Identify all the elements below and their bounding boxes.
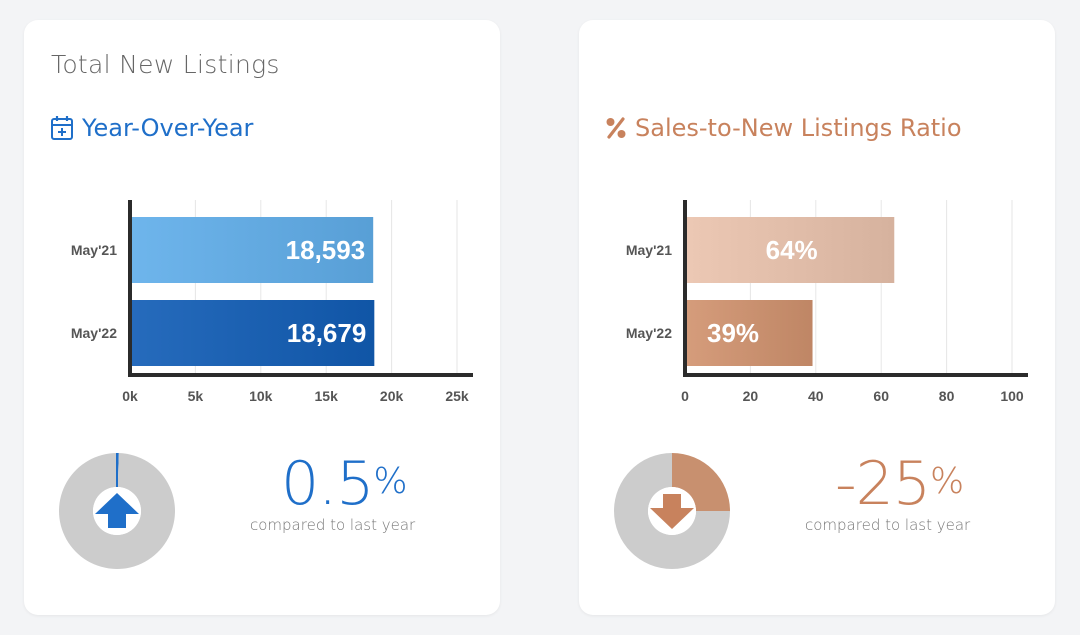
year-over-year-subtitle: Year-Over-Year bbox=[50, 114, 253, 142]
total-new-listings-card: Total New Listings Year-Over-Year May'21… bbox=[24, 20, 500, 615]
percent-icon bbox=[605, 116, 627, 140]
tick-label: 25k bbox=[445, 388, 469, 404]
sales-ratio-bar-chart: May'21 64% May'22 39% 0 20 40 60 80 100 bbox=[626, 200, 1028, 404]
change-number: -25 bbox=[835, 449, 931, 519]
donut-slice bbox=[59, 453, 176, 569]
change-unit: % bbox=[373, 461, 407, 502]
arrow-up-icon bbox=[95, 493, 139, 528]
change-value: 0.5% bbox=[281, 454, 408, 514]
donut-slice bbox=[672, 453, 730, 511]
change-unit: % bbox=[930, 461, 964, 502]
tick-label: 0 bbox=[681, 388, 689, 404]
sales-ratio-subtitle: Sales-to-New Listings Ratio bbox=[605, 114, 962, 142]
category-label: May'22 bbox=[626, 325, 672, 341]
value-label: 39% bbox=[707, 318, 759, 348]
category-label: May'22 bbox=[71, 325, 117, 341]
bar bbox=[687, 217, 895, 283]
tick-label: 15k bbox=[315, 388, 339, 404]
bar bbox=[687, 300, 813, 366]
value-label: 18,593 bbox=[286, 235, 366, 265]
subtitle-text: Sales-to-New Listings Ratio bbox=[635, 114, 962, 142]
tick-label: 20 bbox=[743, 388, 759, 404]
tick-label: 0k bbox=[122, 388, 138, 404]
bar bbox=[132, 300, 375, 366]
subtitle-text: Year-Over-Year bbox=[82, 114, 254, 142]
new-listings-bar-chart: May'21 18,593 May'22 18,679 0k 5k 10k 15k 20k 25k bbox=[71, 200, 473, 404]
tick-label: 100 bbox=[1000, 388, 1024, 404]
value-label: 64% bbox=[766, 235, 818, 265]
compare-text: compared to last year bbox=[805, 516, 971, 534]
sales-ratio-card: Sales-to-New Listings Ratio May'21 64% May… bbox=[579, 20, 1055, 615]
card-title: Total New Listings bbox=[51, 50, 280, 79]
tick-label: 10k bbox=[249, 388, 273, 404]
change-number: 0.5 bbox=[281, 449, 374, 519]
change-value: -25% bbox=[835, 454, 964, 514]
category-label: May'21 bbox=[626, 242, 672, 258]
calendar-plus-icon bbox=[50, 115, 74, 141]
donut-slice bbox=[614, 453, 730, 569]
tick-label: 40 bbox=[808, 388, 824, 404]
value-label: 18,679 bbox=[287, 318, 367, 348]
compare-text: compared to last year bbox=[250, 516, 416, 534]
tick-label: 80 bbox=[939, 388, 955, 404]
bar bbox=[132, 217, 374, 283]
tick-label: 60 bbox=[873, 388, 889, 404]
tick-label: 5k bbox=[188, 388, 204, 404]
change-donut-chart bbox=[614, 453, 730, 569]
tick-label: 20k bbox=[380, 388, 404, 404]
arrow-down-icon bbox=[650, 494, 694, 529]
category-label: May'21 bbox=[71, 242, 117, 258]
change-donut-chart bbox=[59, 453, 176, 569]
